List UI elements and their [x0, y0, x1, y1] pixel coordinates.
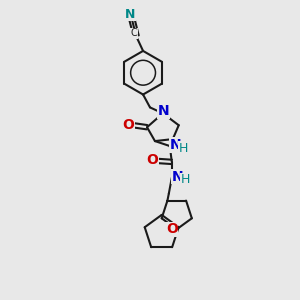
Text: N: N [170, 138, 182, 152]
Text: N: N [172, 170, 184, 184]
Text: N: N [158, 104, 170, 118]
Text: O: O [146, 153, 158, 167]
Text: O: O [122, 118, 134, 132]
Text: N: N [125, 8, 135, 21]
Text: H: H [179, 142, 188, 154]
Text: O: O [166, 222, 178, 236]
Text: H: H [181, 173, 190, 186]
Text: C: C [131, 28, 137, 38]
